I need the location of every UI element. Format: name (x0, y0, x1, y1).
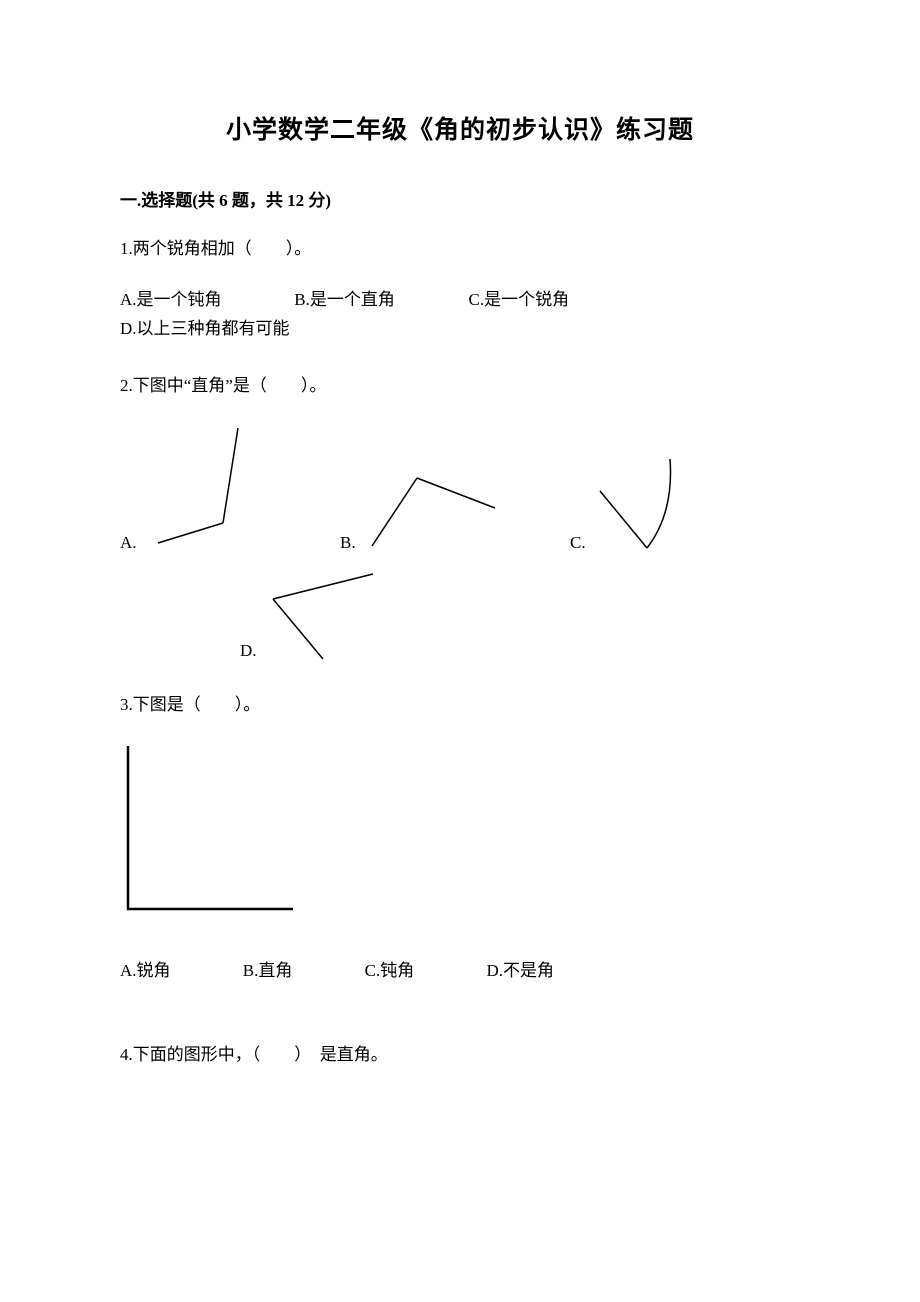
q3-figure-right-angle-icon (120, 741, 295, 916)
q1-option-b: B.是一个直角 (294, 286, 464, 315)
q2-label-d: D. (240, 641, 257, 661)
worksheet-title: 小学数学二年级《角的初步认识》练习题 (120, 110, 800, 146)
q2-figure-c-icon (592, 453, 692, 553)
question-2-figures: A. B. C. D. (120, 423, 800, 661)
question-4-text: 4.下面的图形中，（ ） 是直角。 (120, 1041, 800, 1070)
question-3-options: A.锐角 B.直角 C.钝角 D.不是角 (120, 956, 800, 981)
q2-label-b: B. (340, 533, 356, 553)
q2-figure-d-icon (263, 571, 383, 661)
q2-label-c: C. (570, 533, 586, 553)
q3-option-c: C.钝角 (365, 956, 415, 981)
section-header: 一.选择题(共 6 题，共 12 分) (120, 186, 800, 211)
q2-figure-a-icon (143, 423, 263, 553)
question-1-options: A.是一个钝角 B.是一个直角 C.是一个锐角 D.以上三种角都有可能 (120, 286, 800, 344)
q3-option-b: B.直角 (243, 956, 293, 981)
q1-option-d: D.以上三种角都有可能 (120, 315, 290, 344)
question-2-text: 2.下图中“直角”是（ ）。 (120, 372, 800, 401)
q2-label-a: A. (120, 533, 137, 553)
q3-option-d: D.不是角 (486, 956, 554, 981)
question-3-figure (120, 741, 800, 916)
question-3-text: 3.下图是（ ）。 (120, 691, 800, 720)
q1-option-a: A.是一个钝角 (120, 286, 290, 315)
question-1-text: 1.两个锐角相加（ ）。 (120, 235, 800, 264)
q2-figure-b-icon (362, 473, 502, 553)
q3-option-a: A.锐角 (120, 956, 171, 981)
q1-option-c: C.是一个锐角 (469, 286, 639, 315)
